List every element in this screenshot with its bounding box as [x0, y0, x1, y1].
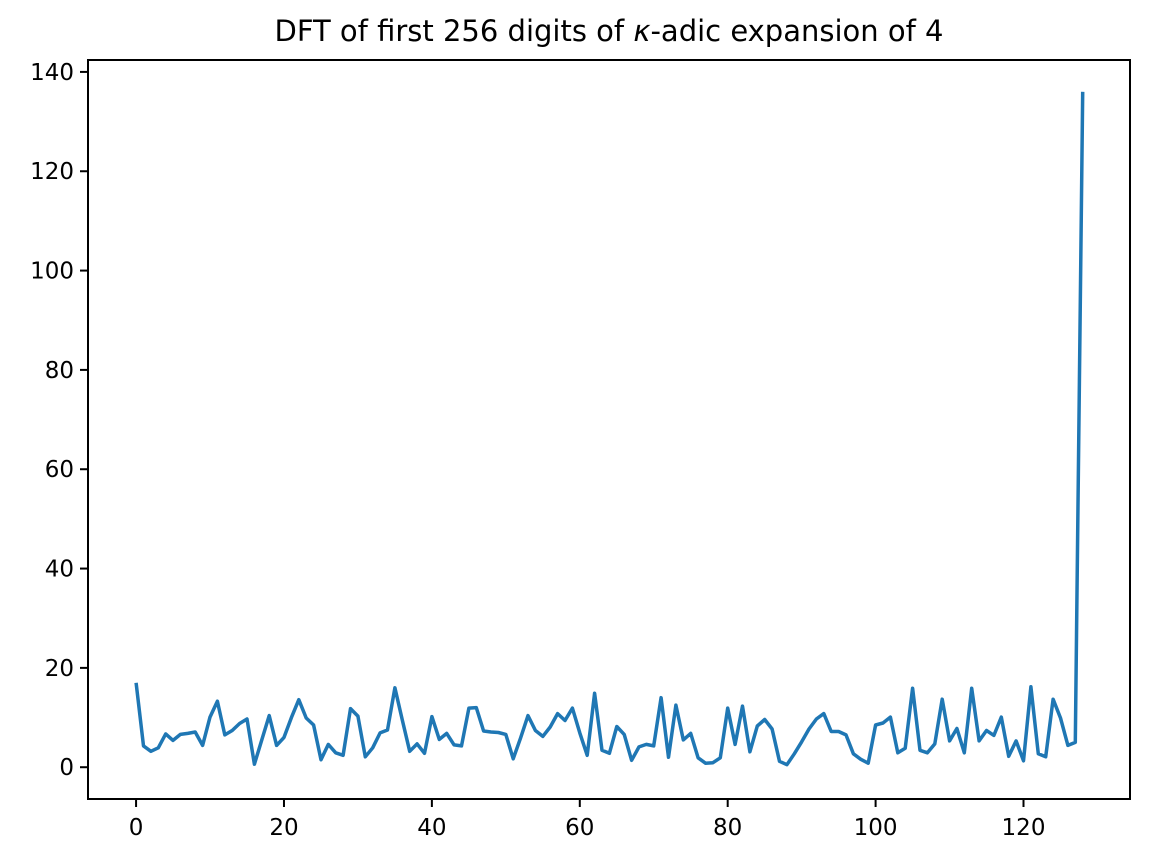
chart-title-suffix: -adic expansion of 4 [650, 14, 944, 48]
axes-frame [87, 59, 1131, 800]
x-axis-tick-label: 100 [854, 815, 898, 841]
dft-magnitude-line [134, 91, 1085, 767]
y-axis-tick-label: 120 [30, 159, 74, 185]
x-axis-tick-label: 80 [713, 815, 742, 841]
chart-title-kappa-symbol: κ [633, 14, 651, 48]
x-axis-tick-label: 40 [417, 815, 446, 841]
chart-title-prefix: DFT of first 256 digits of [274, 14, 634, 48]
y-axis-tick-label: 20 [45, 656, 74, 682]
x-axis-tick-label: 120 [1002, 815, 1046, 841]
y-axis-tick-label: 80 [45, 358, 74, 384]
y-axis-tick-label: 140 [30, 60, 74, 86]
chart-title: DFT of first 256 digits of κ-adic expans… [88, 14, 1130, 48]
y-axis-tick-label: 60 [45, 457, 74, 483]
y-axis-tick-label: 0 [59, 755, 74, 781]
x-axis-tick-label: 20 [269, 815, 298, 841]
x-axis-tick-label: 60 [565, 815, 594, 841]
y-axis-tick-label: 100 [30, 259, 74, 285]
x-axis-tick-label: 0 [129, 815, 144, 841]
y-axis-tick-label: 40 [45, 557, 74, 583]
